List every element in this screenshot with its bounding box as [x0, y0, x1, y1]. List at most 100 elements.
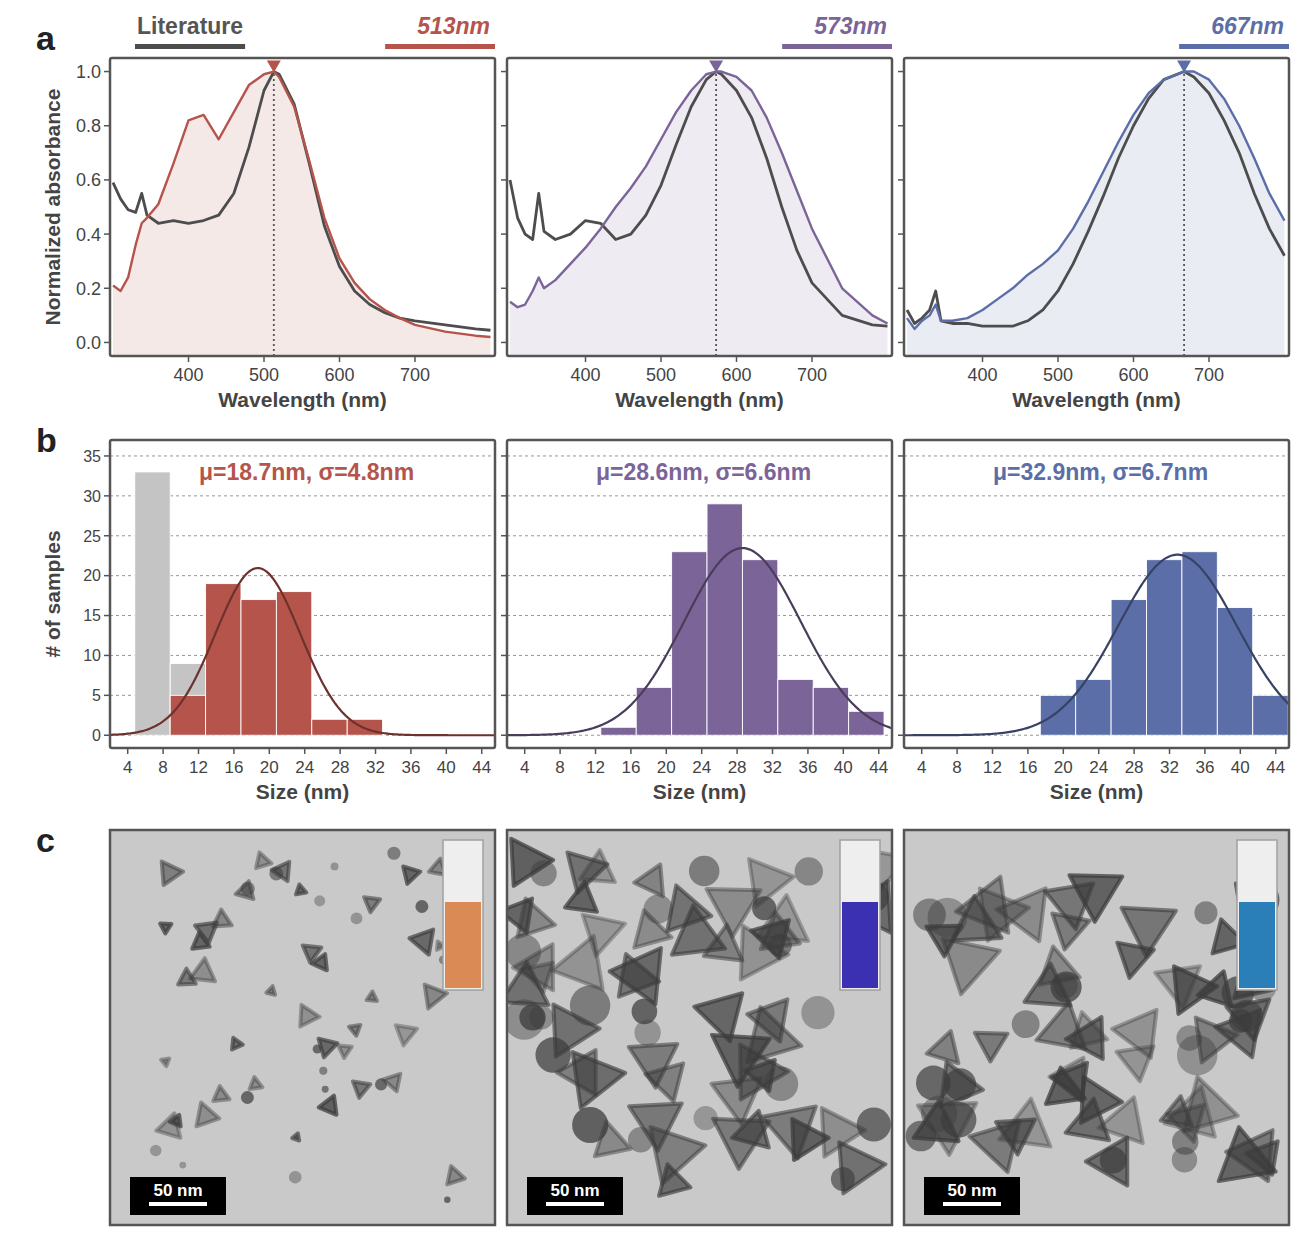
cuvette [840, 840, 880, 990]
plot-frame [507, 440, 892, 748]
particle [322, 1086, 329, 1093]
legend-label: 667nm [1211, 13, 1284, 39]
particle [634, 865, 663, 897]
fit-curve [507, 548, 892, 735]
particle [160, 924, 171, 934]
particle [801, 996, 834, 1029]
x-tick-label: 500 [646, 365, 676, 385]
particle [822, 1108, 865, 1157]
hist-bar [1182, 552, 1217, 736]
x-tick-label: 20 [260, 758, 279, 777]
particle [927, 1031, 959, 1063]
hist-bar [672, 552, 707, 736]
particle [331, 862, 339, 870]
x-tick-label: 44 [1266, 758, 1285, 777]
particle [266, 986, 275, 995]
particle [975, 1033, 1008, 1062]
x-tick-label: 500 [249, 365, 279, 385]
hist-bar [707, 504, 742, 735]
particle [1117, 1046, 1154, 1081]
histogram-panel: μ=18.7nm, σ=4.8nm48121620242832364044051… [41, 440, 495, 803]
particle [292, 1133, 299, 1140]
particle [1012, 1010, 1040, 1038]
hist-bar [170, 695, 205, 735]
peak-marker [709, 61, 723, 73]
plot-area [110, 456, 495, 735]
cuvette [443, 840, 483, 990]
tem-image: 50 nm [110, 830, 495, 1225]
x-tick-label: 16 [621, 758, 640, 777]
series-line [907, 72, 1284, 329]
particle [156, 1113, 180, 1138]
particle [529, 1005, 553, 1029]
image-ground [904, 830, 1289, 1225]
x-tick-label: 40 [1231, 758, 1250, 777]
image-ground [507, 830, 892, 1225]
x-tick-label: 600 [721, 365, 751, 385]
fit-curve [110, 568, 495, 735]
plot-frame [110, 58, 495, 356]
x-axis-title: Wavelength (nm) [615, 388, 783, 411]
particle [353, 1081, 370, 1097]
scale-bar-label: 50 nm [153, 1181, 202, 1200]
hist-bar [1217, 608, 1252, 736]
x-tick-label: 36 [1195, 758, 1214, 777]
particle [192, 933, 210, 949]
y-tick-label: 0.4 [76, 225, 101, 245]
particle [289, 1171, 302, 1184]
particle [1227, 1000, 1270, 1041]
x-tick-label: 700 [400, 365, 430, 385]
x-tick-label: 400 [967, 365, 997, 385]
x-tick-label: 40 [834, 758, 853, 777]
grid-line [507, 495, 892, 496]
y-tick-label: 30 [83, 488, 101, 505]
grid-line [904, 495, 1289, 496]
x-tick-label: 700 [1194, 365, 1224, 385]
x-tick-label: 44 [472, 758, 491, 777]
scale-bar [149, 1202, 207, 1206]
particle [952, 896, 1002, 941]
particle [338, 1046, 352, 1059]
particle [1231, 1000, 1263, 1032]
x-tick-label: 700 [797, 365, 827, 385]
particle [583, 915, 626, 956]
particle [999, 1099, 1050, 1147]
x-tick-label: 8 [158, 758, 167, 777]
hist-bar [1147, 560, 1182, 736]
particle [314, 895, 325, 906]
histogram-panel: μ=32.9nm, σ=6.7nm48121620242832364044Siz… [898, 440, 1289, 803]
x-tick-label: 600 [1118, 365, 1148, 385]
plot-frame [507, 58, 892, 356]
particle [1177, 1035, 1217, 1075]
particle [1099, 1097, 1143, 1143]
series-line [113, 72, 490, 337]
y-tick-label: 0.0 [76, 333, 101, 353]
y-tick-label: 5 [92, 687, 101, 704]
particle [565, 882, 597, 912]
x-axis-title: Wavelength (nm) [218, 388, 386, 411]
scale-bar [943, 1202, 1001, 1206]
y-tick-label: 20 [83, 567, 101, 584]
cuvette-solution [1239, 902, 1275, 988]
image-frame [904, 830, 1289, 1225]
image-area [507, 830, 892, 1225]
x-tick-label: 20 [657, 758, 676, 777]
legend-swatch [1179, 44, 1289, 49]
legend-label: Literature [137, 13, 243, 39]
particle [1167, 1105, 1204, 1142]
particle [762, 1106, 816, 1158]
x-tick-label: 28 [331, 758, 350, 777]
particle [1122, 908, 1176, 957]
x-tick-label: 4 [917, 758, 926, 777]
plot-frame [904, 440, 1289, 748]
x-axis-title: Size (nm) [256, 780, 349, 803]
series-line [113, 72, 490, 331]
particle [557, 1050, 596, 1095]
particle [751, 920, 789, 958]
scale-bar-label: 50 nm [550, 1181, 599, 1200]
particle [241, 1091, 254, 1104]
hist-bar [170, 663, 205, 735]
image-area [904, 830, 1289, 1225]
peak-marker [1177, 61, 1191, 73]
particle [1025, 964, 1071, 1006]
